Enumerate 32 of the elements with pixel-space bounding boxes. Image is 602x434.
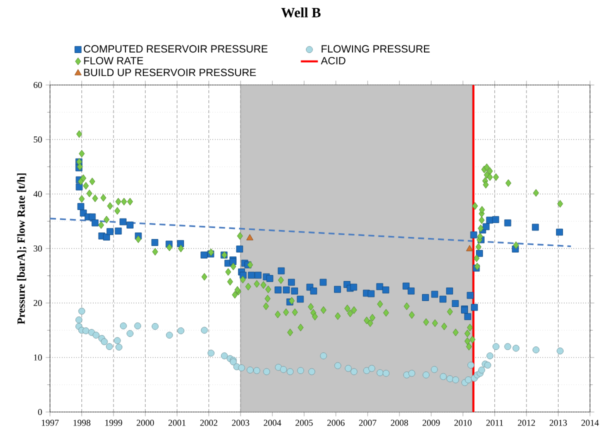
legend-label: ACID	[320, 56, 346, 64]
y-tick-label: 10	[34, 354, 42, 361]
x-tick-label: 2007	[359, 420, 376, 426]
x-tick-label: 2001	[168, 420, 186, 426]
x-tick-label: 2010	[454, 420, 472, 426]
legend-label: FLOWING PRESSURE	[322, 45, 430, 53]
x-tick-label: 2002	[200, 420, 218, 426]
x-tick-label: 1999	[105, 420, 122, 426]
y-tick-label: 50	[34, 136, 42, 143]
y-axis-title: Pressure [barA]; Flow Rate [t/h]	[17, 173, 26, 324]
x-tick-label: 2004	[264, 420, 282, 426]
y-tick-label: 40	[33, 190, 42, 198]
legend-label: BUILD UP RESERVOIR PRESSURE	[84, 68, 256, 76]
y-tick-label: 30	[34, 245, 42, 252]
x-tick-label: 2005	[296, 420, 313, 426]
chart-title: Well B	[281, 8, 321, 18]
legend-label: COMPUTED RESERVOIR PRESSURE	[84, 45, 268, 53]
x-tick-label: 2000	[136, 420, 154, 426]
x-tick-label: 2003	[232, 420, 250, 426]
y-tick-label: 60	[34, 82, 42, 88]
legend-label: FLOW RATE	[84, 56, 144, 64]
x-tick-label: 2014	[581, 420, 599, 426]
y-tick-label: 20	[34, 300, 42, 306]
x-tick-label: 2011	[486, 420, 503, 426]
y-tick-label: 0	[38, 408, 42, 416]
x-tick-label: 2009	[422, 420, 440, 426]
x-tick-label: 2008	[390, 420, 408, 426]
x-tick-label: 1998	[74, 420, 90, 426]
x-tick-label: 2006	[327, 420, 345, 426]
x-tick-label: 2013	[550, 420, 567, 426]
x-tick-label: 2012	[518, 420, 535, 426]
x-tick-label: 1997	[42, 420, 59, 426]
